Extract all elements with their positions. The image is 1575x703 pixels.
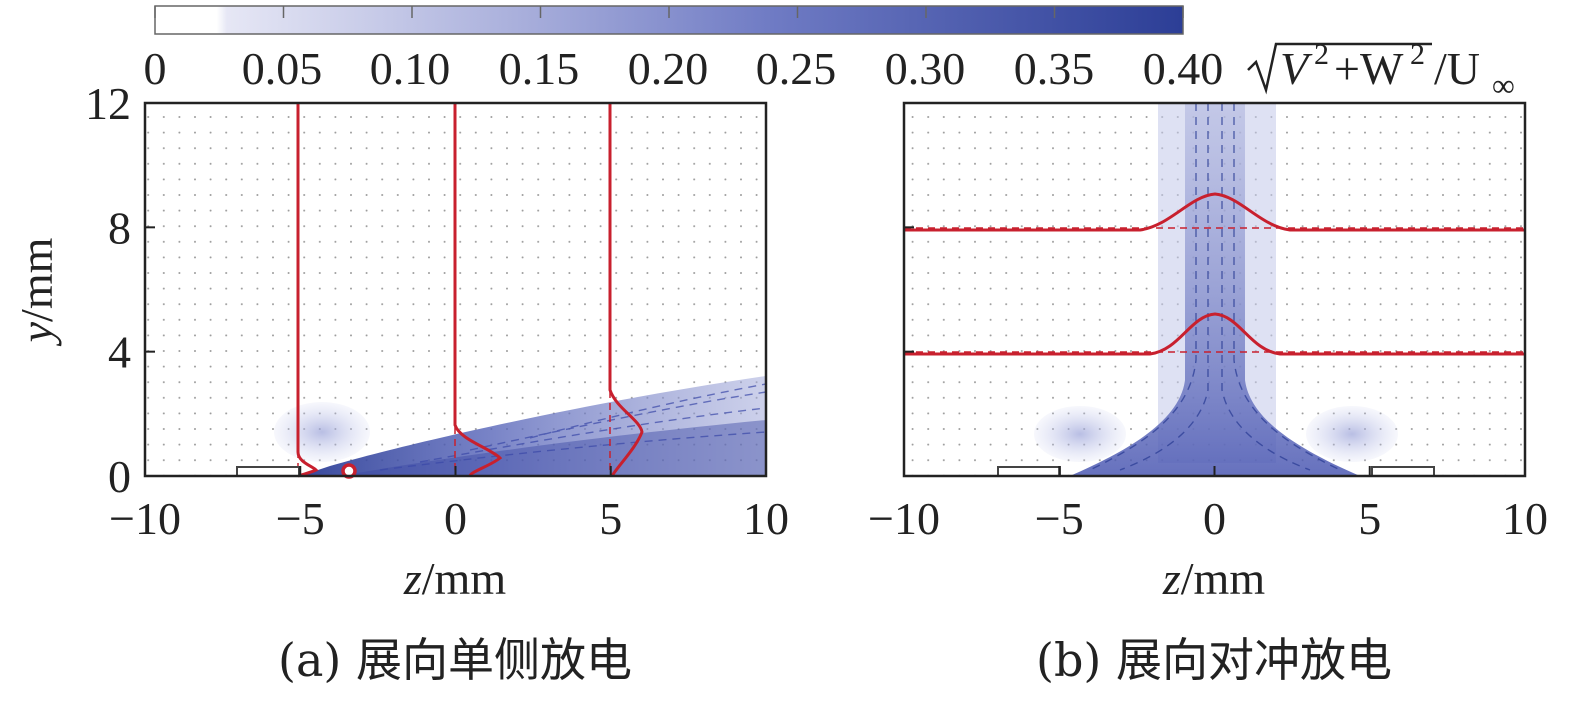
panel-b-vortex-left xyxy=(1034,406,1126,462)
sqrt-symbol xyxy=(1247,42,1432,95)
panel-b: −10 −5 0 5 10 z/mm (b) 展向对冲放电 xyxy=(868,101,1548,687)
panel-a-y-axis-label: y/mm xyxy=(11,237,62,346)
colorbar-label-u: /U xyxy=(1434,43,1480,94)
x-tick-label: 5 xyxy=(599,493,622,544)
panel-a-jet-core xyxy=(340,420,766,476)
x-tick-label: −10 xyxy=(109,493,181,544)
panel-b-flow-field xyxy=(1034,103,1398,476)
panel-b-x-ticks: −10 −5 0 5 10 xyxy=(868,466,1548,544)
panel-a-x-axis-label: z/mm xyxy=(403,553,506,604)
panel-a-y-ticks: 0 4 8 12 xyxy=(85,78,155,502)
x-tick-label: −5 xyxy=(1035,493,1084,544)
colorbar: 0 0.05 0.10 0.15 0.20 0.25 0.30 0.35 0.40 V 2 +W… xyxy=(144,5,1515,103)
panel-a-ylabel-italic: y xyxy=(11,321,62,346)
colorbar-tick-label: 0.40 xyxy=(1143,43,1224,94)
x-tick-label: 0 xyxy=(1203,493,1226,544)
panel-a-profile-3 xyxy=(608,103,644,477)
colorbar-tick-label: 0.15 xyxy=(499,43,580,94)
colorbar-tick-label: 0.05 xyxy=(242,43,323,94)
colorbar-tick-labels: 0 0.05 0.10 0.15 0.20 0.25 0.30 0.35 0.40 xyxy=(144,43,1224,94)
colorbar-tick-label: 0.10 xyxy=(370,43,451,94)
panel-a: −10 −5 0 5 10 0 4 8 12 z/mm y/mm (a) 展向单侧放电 xyxy=(11,78,789,687)
colorbar-tick-label: 0.20 xyxy=(628,43,709,94)
x-tick-label: 0 xyxy=(444,493,467,544)
colorbar-label-sub: ∞ xyxy=(1492,67,1515,103)
panel-b-xlabel-italic: z xyxy=(1162,553,1181,604)
panel-a-caption: (a) 展向单侧放电 xyxy=(278,633,632,687)
y-tick-label: 0 xyxy=(108,451,131,502)
panel-b-contour-lines xyxy=(1089,103,1341,471)
colorbar-label-sup1: 2 xyxy=(1314,38,1329,71)
y-tick-label: 12 xyxy=(85,78,131,129)
x-tick-label: −5 xyxy=(276,493,325,544)
panel-b-xlabel-rest: /mm xyxy=(1181,553,1266,604)
colorbar-tick-label: 0.25 xyxy=(756,43,837,94)
panel-a-vortex-blob xyxy=(274,402,370,462)
colorbar-label-sup2: 2 xyxy=(1410,38,1425,71)
panel-a-ylabel-rest: /mm xyxy=(11,237,62,322)
panel-b-vortex-right xyxy=(1306,406,1398,462)
panel-a-x-ticks: −10 −5 0 5 10 xyxy=(109,466,789,544)
panel-a-profile-2 xyxy=(453,103,503,477)
x-tick-label: 5 xyxy=(1358,493,1381,544)
y-tick-label: 4 xyxy=(108,327,131,378)
panel-b-column xyxy=(1070,103,1360,476)
colorbar-label-plus-w: +W xyxy=(1334,43,1404,94)
panel-b-profile-y4 xyxy=(904,312,1525,356)
colorbar-ticks xyxy=(154,6,1184,18)
colorbar-tick-label: 0.30 xyxy=(885,43,966,94)
panel-a-profiles xyxy=(296,103,644,478)
colorbar-tick-label: 0 xyxy=(144,43,167,94)
colorbar-tick-label: 0.35 xyxy=(1014,43,1095,94)
panel-b-electrode-left xyxy=(997,466,1061,477)
colorbar-label-v: V xyxy=(1280,43,1313,94)
panel-b-electrode-right xyxy=(1371,466,1435,477)
x-tick-label: 10 xyxy=(1502,493,1548,544)
panel-a-xlabel-italic: z xyxy=(403,553,422,604)
panel-b-y-ticks xyxy=(904,102,914,477)
panel-a-profile-1 xyxy=(296,103,319,478)
panel-a-flow-field xyxy=(274,376,767,476)
panel-a-contour-lines xyxy=(379,383,767,471)
panel-a-xlabel-rest: /mm xyxy=(422,553,507,604)
panel-b-profile-y8 xyxy=(904,192,1525,232)
panel-b-profiles xyxy=(904,192,1525,356)
y-tick-label: 8 xyxy=(108,202,131,253)
panel-b-caption: (b) 展向对冲放电 xyxy=(1036,633,1392,687)
panel-a-wall-jet xyxy=(300,376,766,476)
x-tick-label: 10 xyxy=(743,493,789,544)
x-tick-label: −10 xyxy=(868,493,940,544)
panel-b-x-axis-label: z/mm xyxy=(1162,553,1265,604)
panel-a-electrode xyxy=(236,466,300,477)
colorbar-label: V 2 +W 2 /U ∞ xyxy=(1247,38,1515,103)
